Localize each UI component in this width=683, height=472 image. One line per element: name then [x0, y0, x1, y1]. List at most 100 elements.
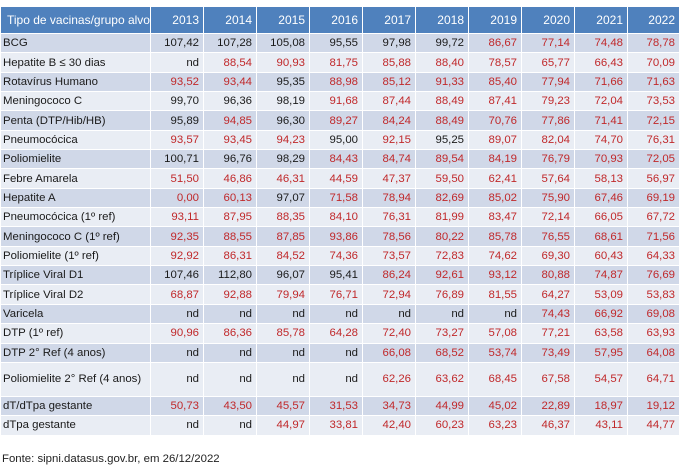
- coverage-value-cell: 89,54: [415, 149, 469, 170]
- coverage-value-cell: 78,57: [468, 52, 522, 73]
- coverage-value-cell: 93,52: [150, 71, 204, 93]
- coverage-value-cell: 77,14: [521, 32, 575, 54]
- coverage-value-cell: 76,71: [309, 284, 363, 305]
- coverage-value-cell: 99,72: [415, 32, 469, 54]
- coverage-value-cell: 81,75: [309, 52, 363, 73]
- coverage-value-cell: 33,81: [309, 415, 363, 436]
- vaccine-name-cell: Rotavírus Humano: [0, 71, 151, 93]
- coverage-value-cell: 100,71: [150, 149, 204, 170]
- coverage-value-cell: 79,23: [521, 91, 575, 112]
- coverage-value-cell: 94,23: [256, 129, 310, 151]
- coverage-value-cell: 77,86: [521, 110, 575, 131]
- coverage-value-cell: 76,89: [415, 284, 469, 305]
- coverage-value-cell: 85,40: [468, 71, 522, 93]
- coverage-value-cell: 69,30: [521, 245, 575, 267]
- coverage-value-cell: 69,19: [627, 187, 680, 209]
- coverage-value-cell: 93,12: [468, 265, 522, 286]
- coverage-value-cell: 93,44: [203, 71, 257, 93]
- coverage-value-cell: 96,36: [203, 91, 257, 112]
- coverage-value-cell: 76,31: [362, 207, 416, 228]
- coverage-value-cell: 71,66: [574, 71, 628, 93]
- coverage-value-cell: 64,27: [521, 284, 575, 305]
- coverage-value-cell: 82,04: [521, 129, 575, 151]
- coverage-value-cell: 85,88: [362, 52, 416, 73]
- vaccine-name-cell: Tríplice Viral D1: [0, 265, 151, 286]
- coverage-value-cell: nd: [150, 303, 204, 325]
- coverage-value-cell: 80,22: [415, 226, 469, 247]
- coverage-value-cell: 44,59: [309, 168, 363, 189]
- table-row: Meningococo C 99,70 96,36 98,19 91,68 87,44 88…: [0, 91, 680, 112]
- vaccine-name-cell: Hepatite A: [0, 187, 151, 209]
- vaccine-name-cell: Meningococo C: [0, 91, 151, 112]
- coverage-value-cell: nd: [203, 415, 257, 436]
- coverage-value-cell: 46,37: [521, 415, 575, 436]
- coverage-value-cell: 70,76: [468, 110, 522, 131]
- coverage-value-cell: nd: [203, 303, 257, 325]
- coverage-value-cell: 86,67: [468, 32, 522, 54]
- coverage-value-cell: 95,41: [309, 265, 363, 286]
- coverage-value-cell: 84,52: [256, 245, 310, 267]
- coverage-value-cell: 86,31: [203, 245, 257, 267]
- coverage-value-cell: 84,24: [362, 110, 416, 131]
- coverage-value-cell: 44,99: [415, 395, 469, 417]
- coverage-value-cell: 107,42: [150, 32, 204, 54]
- vaccine-name-cell: Pneumocócica (1º ref): [0, 207, 151, 228]
- coverage-value-cell: 85,02: [468, 187, 522, 209]
- coverage-value-cell: 92,92: [150, 245, 204, 267]
- table-row: dT/dTpa gestante 50,73 43,50 45,57 31,53 34,7…: [0, 395, 680, 417]
- coverage-value-cell: 65,77: [521, 52, 575, 73]
- coverage-value-cell: 77,21: [521, 323, 575, 344]
- table-header-row: Tipo de vacinas/grupo alvo 2013 2014 201…: [0, 6, 680, 34]
- table-row: Hepatite B ≤ 30 dias nd 88,54 90,93 81,75 85,…: [0, 52, 680, 73]
- coverage-value-cell: 0,00: [150, 187, 204, 209]
- coverage-value-cell: 88,49: [415, 91, 469, 112]
- coverage-value-cell: 57,95: [574, 342, 628, 363]
- coverage-value-cell: 45,57: [256, 395, 310, 417]
- coverage-value-cell: 91,68: [309, 91, 363, 112]
- coverage-value-cell: nd: [415, 303, 469, 325]
- coverage-value-cell: 72,15: [627, 110, 680, 131]
- coverage-value-cell: 85,12: [362, 71, 416, 93]
- coverage-value-cell: 64,33: [627, 245, 680, 267]
- coverage-value-cell: 56,97: [627, 168, 680, 189]
- coverage-value-cell: 31,53: [309, 395, 363, 417]
- coverage-value-cell: 81,99: [415, 207, 469, 228]
- coverage-value-cell: 72,05: [627, 149, 680, 170]
- coverage-value-cell: 73,49: [521, 342, 575, 363]
- vaccine-name-cell: Tríplice Viral D2: [0, 284, 151, 305]
- coverage-value-cell: 68,61: [574, 226, 628, 247]
- coverage-value-cell: 90,93: [256, 52, 310, 73]
- vaccine-name-cell: Meningococo C (1º ref): [0, 226, 151, 247]
- coverage-value-cell: 84,43: [309, 149, 363, 170]
- vaccine-name-cell: Febre Amarela: [0, 168, 151, 189]
- coverage-value-cell: 66,05: [574, 207, 628, 228]
- table-row: Tríplice Viral D1 107,46 112,80 96,07 95,41 8…: [0, 265, 680, 286]
- table-row: DTP 2° Ref (4 anos) nd nd nd nd 66,08 68,52 53,…: [0, 342, 680, 363]
- coverage-value-cell: 63,23: [468, 415, 522, 436]
- coverage-value-cell: 42,40: [362, 415, 416, 436]
- coverage-value-cell: 88,55: [203, 226, 257, 247]
- coverage-value-cell: 84,10: [309, 207, 363, 228]
- coverage-value-cell: 95,55: [309, 32, 363, 54]
- coverage-value-cell: nd: [362, 303, 416, 325]
- coverage-value-cell: 51,50: [150, 168, 204, 189]
- coverage-value-cell: 74,70: [574, 129, 628, 151]
- table-row: Febre Amarela 51,50 46,86 46,31 44,59 47,37 59…: [0, 168, 680, 189]
- coverage-value-cell: 98,19: [256, 91, 310, 112]
- table-row: Penta (DTP/Hib/HB) 95,89 94,85 96,30 89,27 84…: [0, 110, 680, 131]
- coverage-value-cell: 87,95: [203, 207, 257, 228]
- coverage-value-cell: 58,13: [574, 168, 628, 189]
- coverage-value-cell: 78,78: [627, 32, 680, 54]
- coverage-value-cell: 76,69: [627, 265, 680, 286]
- coverage-value-cell: 67,72: [627, 207, 680, 228]
- coverage-value-cell: 45,02: [468, 395, 522, 417]
- coverage-value-cell: 99,70: [150, 91, 204, 112]
- header-vaccine-type: Tipo de vacinas/grupo alvo: [0, 6, 151, 34]
- table-row: Meningococo C (1º ref) 92,35 88,55 87,85 93,…: [0, 226, 680, 247]
- coverage-value-cell: 75,90: [521, 187, 575, 209]
- coverage-value-cell: 44,77: [627, 415, 680, 436]
- table-row: Poliomielite 2° Ref (4 anos) nd nd nd nd 62,2…: [0, 361, 680, 397]
- coverage-value-cell: 73,53: [627, 91, 680, 112]
- coverage-value-cell: 18,97: [574, 395, 628, 417]
- coverage-value-cell: 19,12: [627, 395, 680, 417]
